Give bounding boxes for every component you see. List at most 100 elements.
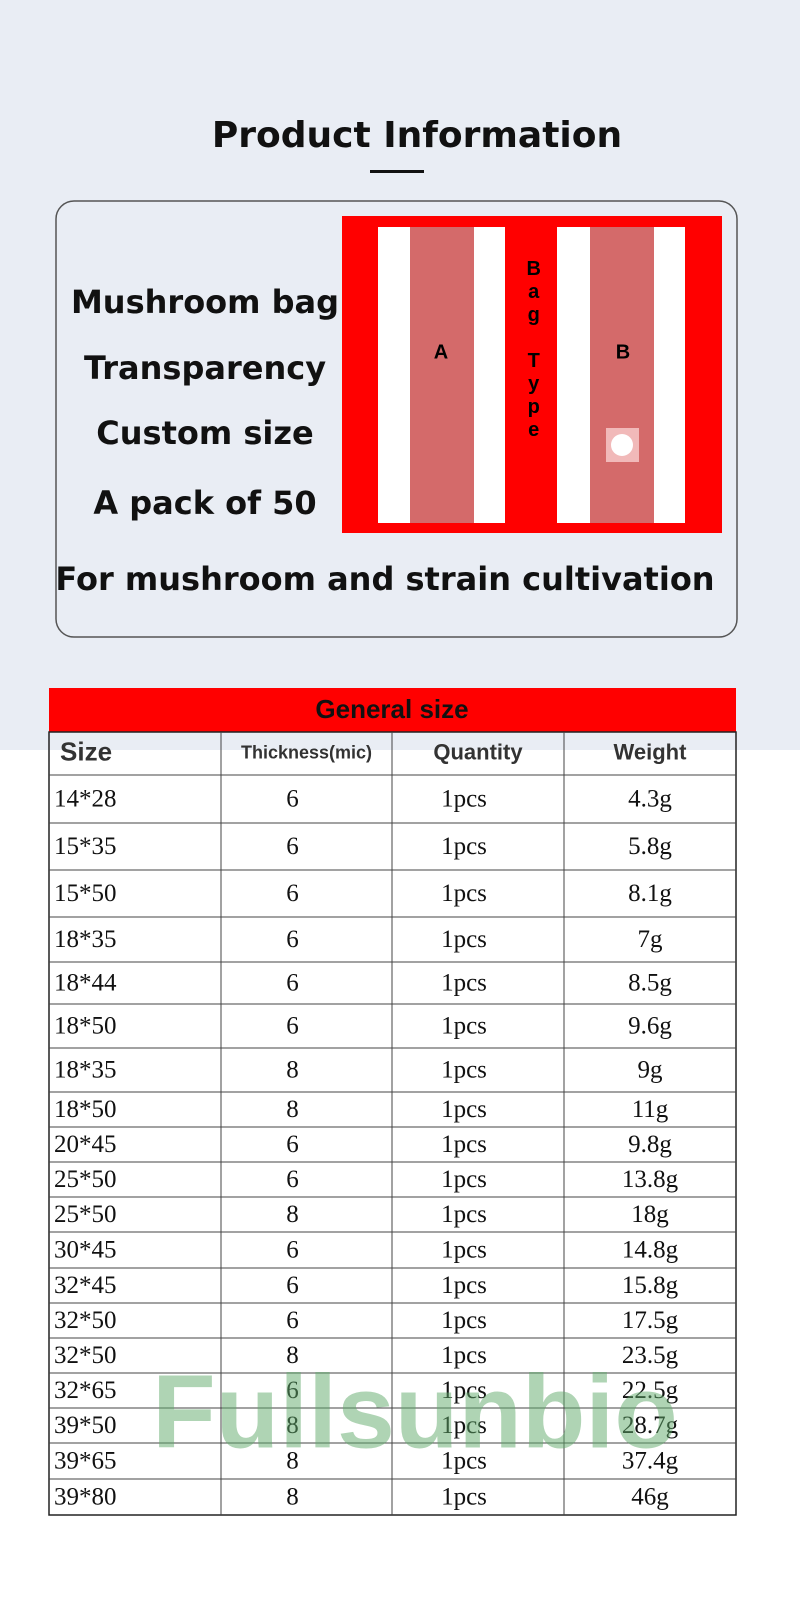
- table-cell: 15*35: [54, 833, 117, 860]
- table-cell: 7g: [638, 926, 664, 953]
- table-cell: 1pcs: [441, 1307, 487, 1334]
- table-cell: 6: [286, 970, 299, 997]
- feature: Mushroom bag: [71, 283, 339, 321]
- table-cell: 6: [286, 786, 299, 813]
- table-cell: 9.8g: [628, 1131, 672, 1158]
- table-cell: 1pcs: [441, 1013, 487, 1040]
- table-cell: 15.8g: [622, 1272, 679, 1299]
- table-cell: 9.6g: [628, 1013, 672, 1040]
- table-cell: 1pcs: [441, 970, 487, 997]
- table-cell: 8: [286, 1448, 299, 1475]
- label-a: A: [434, 341, 448, 363]
- table-cell: 20*45: [54, 1131, 117, 1158]
- table-cell: 6: [286, 926, 299, 953]
- table-cell: 1pcs: [441, 1131, 487, 1158]
- column-header: Quantity: [433, 739, 523, 764]
- feature: Transparency: [84, 349, 326, 387]
- table-cell: 18*35: [54, 1057, 117, 1084]
- table-cell: 1pcs: [441, 1237, 487, 1264]
- table-cell: 1pcs: [441, 786, 487, 813]
- feature: Custom size: [96, 414, 313, 452]
- bag-b-inner: [590, 227, 654, 523]
- table-cell: 6: [286, 1307, 299, 1334]
- table-cell: 1pcs: [441, 1272, 487, 1299]
- title-underline: [370, 170, 424, 173]
- table-cell: 1pcs: [441, 880, 487, 907]
- table-cell: 8.5g: [628, 970, 672, 997]
- table-cell: 6: [286, 1166, 299, 1193]
- table-cell: 39*65: [54, 1448, 117, 1475]
- table-cell: 1pcs: [441, 1096, 487, 1123]
- table-cell: 32*45: [54, 1272, 117, 1299]
- size-table: Size Thickness(mic) Quantity Weight 14*28 6 1p…: [48, 731, 737, 1516]
- table-cell: 32*50: [54, 1307, 117, 1334]
- table-cell: 1pcs: [441, 833, 487, 860]
- table-cell: 6: [286, 1272, 299, 1299]
- table-cell: 5.8g: [628, 833, 672, 860]
- table-cell: 8: [286, 1201, 299, 1228]
- table-cell: 25*50: [54, 1201, 117, 1228]
- table-cell: 8: [286, 1484, 299, 1511]
- table-cell: 28.7g: [622, 1412, 679, 1439]
- table-cell: 1pcs: [441, 926, 487, 953]
- filter-hole: [611, 434, 633, 456]
- table-cell: 1pcs: [441, 1484, 487, 1511]
- table-title: General size: [315, 694, 468, 724]
- table-cell: 14.8g: [622, 1237, 679, 1264]
- table-cell: 1pcs: [441, 1166, 487, 1193]
- bag-type-label: Bag Type: [523, 258, 545, 442]
- table-cell: 32*50: [54, 1342, 117, 1369]
- table-cell: 1pcs: [441, 1342, 487, 1369]
- watermark: Fullsunbio: [152, 1354, 678, 1470]
- table-cell: 17.5g: [622, 1307, 679, 1334]
- table-cell: 32*65: [54, 1377, 117, 1404]
- table-cell: 9g: [638, 1057, 664, 1084]
- table-cell: 8: [286, 1057, 299, 1084]
- table-cell: 46g: [631, 1484, 669, 1511]
- table-cell: 8.1g: [628, 880, 672, 907]
- table-cell: 39*80: [54, 1484, 117, 1511]
- table-cell: 18*50: [54, 1096, 117, 1123]
- label-b: B: [616, 341, 630, 363]
- table-cell: 15*50: [54, 880, 117, 907]
- bag-a-inner: [410, 227, 474, 523]
- table-cell: 8: [286, 1342, 299, 1369]
- table-cell: 37.4g: [622, 1448, 679, 1475]
- table-cell: 18*44: [54, 970, 117, 997]
- table-cell: 13.8g: [622, 1166, 679, 1193]
- usage-text: For mushroom and strain cultivation: [55, 560, 714, 598]
- bag-diagram: A B Bag Type: [342, 216, 722, 533]
- table-cell: 1pcs: [441, 1448, 487, 1475]
- table-cell: 18*50: [54, 1013, 117, 1040]
- table-cell: 39*50: [54, 1412, 117, 1439]
- table-cell: 1pcs: [441, 1412, 487, 1439]
- table-cell: 11g: [632, 1096, 669, 1123]
- table-title-bar: [49, 688, 736, 732]
- table-cell: 6: [286, 1131, 299, 1158]
- feature-list: Mushroom bag Transparency Custom size A pac…: [71, 283, 339, 522]
- table-cell: 1pcs: [441, 1201, 487, 1228]
- table-cell: 25*50: [54, 1166, 117, 1193]
- table-cell: 6: [286, 1237, 299, 1264]
- table-cell: 6: [286, 1013, 299, 1040]
- table-cell: 30*45: [54, 1237, 117, 1264]
- table-cell: 6: [286, 1377, 299, 1404]
- table-cell: 4.3g: [628, 786, 672, 813]
- table-cell: 6: [286, 833, 299, 860]
- title: Product Information: [212, 115, 622, 156]
- table-cell: 8: [286, 1096, 299, 1123]
- column-header: Size: [60, 736, 112, 766]
- table-cell: 6: [286, 880, 299, 907]
- table-cell: 23.5g: [622, 1342, 679, 1369]
- table-cell: 18g: [631, 1201, 669, 1228]
- table-cell: 1pcs: [441, 1377, 487, 1404]
- column-header: Thickness(mic): [241, 742, 372, 762]
- column-header: Weight: [614, 739, 688, 764]
- table-cell: 18*35: [54, 926, 117, 953]
- table-cell: 1pcs: [441, 1057, 487, 1084]
- feature: A pack of 50: [93, 484, 316, 522]
- table-cell: 14*28: [54, 786, 117, 813]
- table-cell: 8: [286, 1412, 299, 1439]
